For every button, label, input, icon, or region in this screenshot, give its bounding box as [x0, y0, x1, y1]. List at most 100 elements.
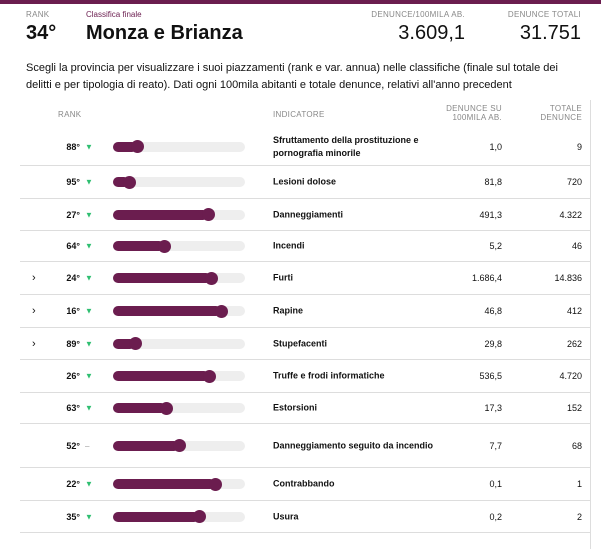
total: 46: [571, 241, 582, 251]
score-track: [113, 439, 245, 452]
total: 4.720: [559, 371, 582, 381]
rank: 26°: [66, 371, 80, 381]
score-bar: [113, 371, 210, 381]
trend: ▼: [85, 339, 93, 348]
total: 152: [566, 403, 582, 413]
subtitle: Classifica finale: [86, 10, 142, 19]
score-bar: [113, 479, 215, 489]
score-bar: [113, 338, 136, 349]
trend: –: [85, 441, 90, 450]
total: 1: [576, 479, 582, 489]
col-header: RANK: [58, 110, 82, 119]
indicator: Rapine: [273, 305, 304, 316]
score-track: [113, 140, 245, 153]
total: 4.322: [559, 209, 582, 220]
score-track: [113, 401, 245, 415]
expand-chevron[interactable]: ›: [32, 337, 36, 350]
indicator: Sfruttamento della prostituzione e porno…: [273, 134, 419, 158]
rank: 88°: [66, 141, 80, 152]
trend: ▼: [85, 273, 93, 283]
rank: 35°: [66, 511, 80, 522]
rank: 89°: [66, 338, 80, 349]
rate: 29,8: [484, 338, 502, 349]
score-knob: [192, 510, 206, 523]
table-row: 22° ▼ Contrabbando 0,1 1: [20, 468, 590, 501]
score-track: [113, 175, 245, 189]
score-track: [113, 337, 245, 350]
rate: 3.609,1: [398, 22, 465, 44]
col-header: TOTALE DENUNCE: [540, 104, 582, 122]
indicator: Incendi: [273, 240, 305, 251]
indicator: Estorsioni: [273, 402, 318, 413]
total: 412: [566, 306, 582, 316]
indicator: Stupefacenti: [273, 338, 328, 348]
trend: ▼: [85, 210, 93, 219]
trend: ▼: [85, 512, 93, 521]
score-bar: [113, 273, 211, 283]
score-knob: [202, 208, 216, 221]
rank: 24°: [66, 273, 80, 283]
score-knob: [173, 439, 186, 452]
rate: 7,7: [489, 440, 502, 451]
total: 68: [571, 440, 582, 451]
total: 14.836: [554, 273, 582, 283]
expand-chevron[interactable]: ›: [32, 305, 36, 317]
rate: 5,2: [489, 241, 502, 251]
rate: 1.686,4: [471, 273, 502, 283]
indicator: Danneggiamento seguito da incendio: [273, 440, 434, 450]
table-row: 27° ▼ Danneggiamenti 491,3 4.322: [20, 199, 590, 231]
expand-chevron[interactable]: ›: [32, 272, 36, 284]
rate: 536,5: [479, 371, 502, 381]
score-bar: [113, 241, 165, 251]
rank: 34°: [26, 22, 57, 44]
col-header: DENUNCE SU 100MILA AB.: [446, 104, 502, 122]
indicator: Furti: [273, 272, 293, 283]
col-header: INDICATORE: [273, 110, 325, 119]
rank: 95°: [66, 177, 80, 187]
table-row: 63° ▼ Estorsioni 17,3 152: [20, 393, 590, 424]
table-row: 52° – Danneggiamento seguito da incendio 7,…: [20, 424, 590, 468]
rate: 1,0: [489, 141, 502, 152]
total: 9: [576, 141, 582, 152]
score-knob: [158, 239, 172, 253]
score-knob: [215, 304, 229, 318]
indicator: Usura: [273, 511, 299, 521]
score-track: [113, 271, 245, 285]
rate: 0,1: [489, 479, 502, 489]
score-knob: [208, 477, 222, 491]
total: 2: [576, 511, 582, 522]
rate: 0,2: [489, 511, 502, 522]
score-knob: [129, 337, 143, 350]
table-row: › 24° ▼ Furti 1.686,4 14.836: [20, 262, 590, 295]
score-bar: [113, 177, 129, 187]
table-row: › 89° ▼ Stupefacenti 29,8 262: [20, 328, 590, 360]
title: Monza e Brianza: [86, 22, 243, 44]
rank: 64°: [66, 241, 80, 251]
score-bar: [113, 306, 222, 316]
trend: ▼: [85, 403, 93, 413]
rate: 17,3: [484, 403, 502, 413]
indicator: Contrabbando: [273, 478, 335, 489]
indicator: Truffe e frodi informatiche: [273, 370, 385, 381]
indicator: Lesioni dolose: [273, 176, 337, 187]
trend: ▼: [85, 371, 93, 381]
rank-label: RANK: [26, 10, 50, 19]
description: Scegli la provincia per visualizzare i s…: [26, 62, 558, 91]
table-row: 26° ▼ Truffe e frodi informatiche 536,5 4.72…: [20, 360, 590, 393]
score-knob: [122, 175, 136, 189]
rank: 16°: [66, 306, 80, 316]
rank: 63°: [66, 403, 80, 413]
table-row: › 16° ▼ Rapine 46,8 412: [20, 295, 590, 328]
trend: ▼: [85, 241, 93, 251]
score-bar: [113, 403, 166, 413]
score-track: [113, 369, 245, 383]
score-knob: [130, 140, 144, 153]
score-track: [113, 510, 245, 523]
table-row: 35° ▼ Usura 0,2 2: [20, 501, 590, 533]
score-bar: [113, 141, 137, 152]
table-row: 88° ▼ Sfruttamento della prostituzione e p…: [20, 128, 590, 166]
rank: 27°: [66, 209, 80, 220]
trend: ▼: [85, 142, 93, 151]
score-knob: [203, 369, 217, 383]
